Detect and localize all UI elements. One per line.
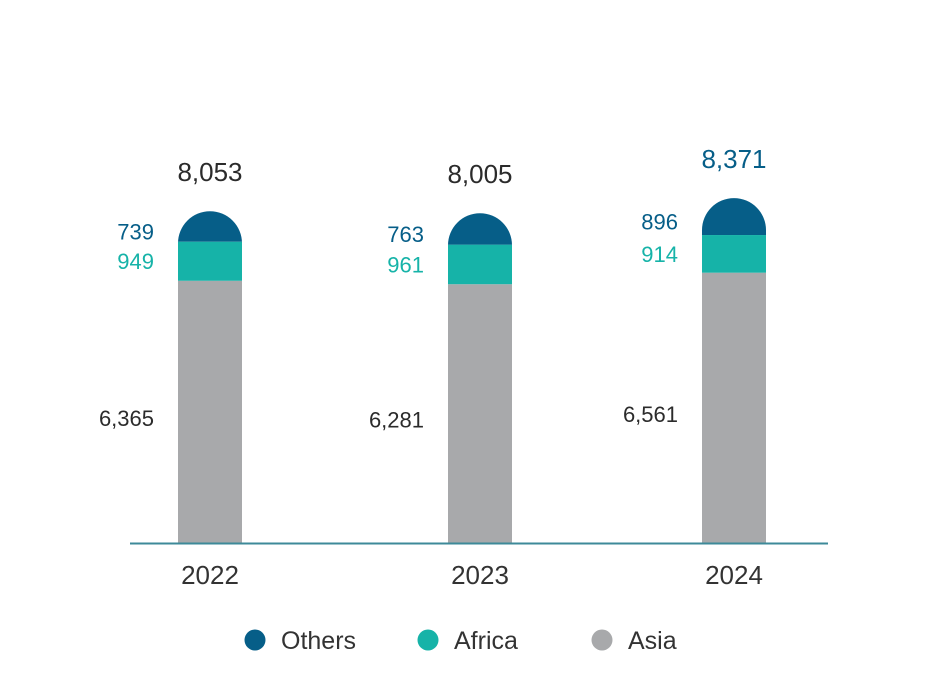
segment-label-2023-others: 763 <box>387 222 424 247</box>
bars-group <box>178 198 766 543</box>
bar-2022-africa <box>178 241 242 281</box>
bar-2023-africa <box>448 244 512 285</box>
bar-2024-others <box>702 198 766 236</box>
x-tick-2022: 2022 <box>181 560 239 590</box>
legend-item-asia: Asia <box>591 627 677 655</box>
bar-2022-asia <box>178 280 242 543</box>
legend-swatch-africa <box>417 629 439 651</box>
bar-2022-others <box>178 211 242 244</box>
segment-label-2023-africa: 961 <box>387 252 424 277</box>
bar-2023-asia <box>448 284 512 543</box>
totals-group: 8,053 8,005 8,371 <box>177 144 766 189</box>
segment-label-2024-asia: 6,561 <box>623 402 678 427</box>
x-tick-2023: 2023 <box>451 560 509 590</box>
legend: Others Africa Asia <box>244 627 677 655</box>
total-label-2024: 8,371 <box>701 144 766 174</box>
x-tick-2024: 2024 <box>705 560 763 590</box>
segment-label-2024-africa: 914 <box>641 242 678 267</box>
legend-label-africa: Africa <box>454 627 518 655</box>
legend-swatch-asia <box>591 629 613 651</box>
segment-label-2022-asia: 6,365 <box>99 406 154 431</box>
total-label-2023: 8,005 <box>447 159 512 189</box>
legend-label-others: Others <box>281 627 356 655</box>
segment-label-2022-others: 739 <box>117 219 154 244</box>
segment-label-2022-africa: 949 <box>117 249 154 274</box>
x-tick-labels: 2022 2023 2024 <box>181 560 763 590</box>
legend-label-asia: Asia <box>628 627 677 655</box>
total-label-2022: 8,053 <box>177 157 242 187</box>
bar-2024-africa <box>702 235 766 273</box>
legend-item-africa: Africa <box>417 627 518 655</box>
segment-label-2023-asia: 6,281 <box>369 408 424 433</box>
legend-swatch-others <box>244 629 266 651</box>
bar-2023-others <box>448 213 512 246</box>
legend-item-others: Others <box>244 627 356 655</box>
bar-2024-asia <box>702 272 766 543</box>
segment-labels-group: 6,365 949 739 6,281 961 763 6,561 914 896 <box>99 210 678 433</box>
segment-label-2024-others: 896 <box>641 210 678 235</box>
